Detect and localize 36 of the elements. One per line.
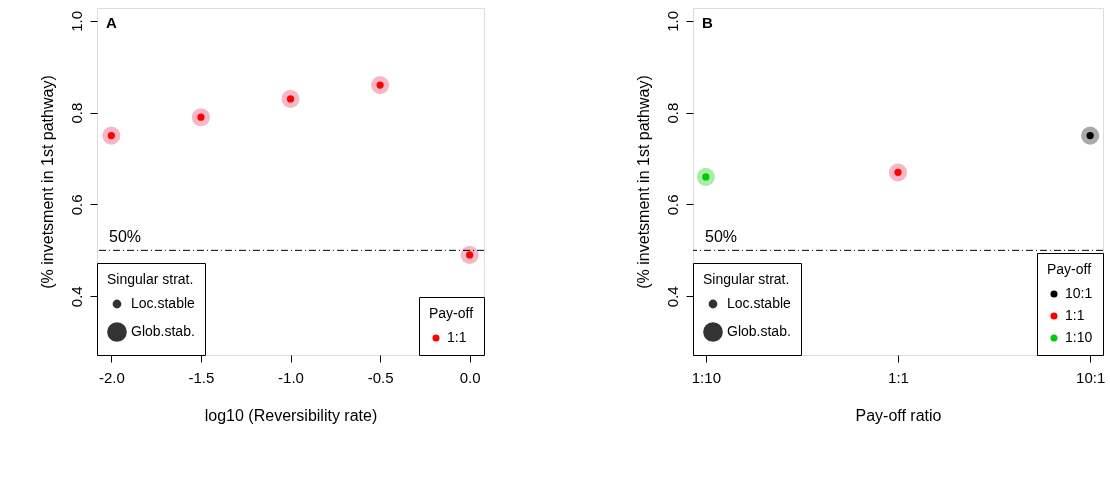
legend-label: 1:10 xyxy=(1065,329,1093,345)
x-axis-title: log10 (Reversibility rate) xyxy=(204,406,378,424)
ref-line-label: 50% xyxy=(109,228,142,246)
ref-line-label: 50% xyxy=(705,228,738,246)
x-tick-label: -1.5 xyxy=(188,368,215,386)
y-tick-label: 0.6 xyxy=(67,194,85,216)
legend-label: Loc.stable xyxy=(131,295,196,311)
chart-title: B xyxy=(702,14,713,31)
x-tick-label: 1:10 xyxy=(691,368,721,386)
y-axis-title: (% invetsment in 1st pathway) xyxy=(38,75,56,289)
text: Pay-off xyxy=(1047,261,1092,277)
y-tick-label: 0.8 xyxy=(663,102,681,124)
legend-label: Loc.stable xyxy=(727,295,792,311)
y-tick-label: 0.4 xyxy=(67,286,85,308)
text: Singular strat. xyxy=(703,271,790,287)
x-axis-title: Pay-off ratio xyxy=(855,406,942,424)
x-tick-label: 0.0 xyxy=(459,368,481,386)
y-tick-label: 0.8 xyxy=(67,102,85,124)
x-tick-label: -1.0 xyxy=(278,368,304,386)
x-tick-label: -0.5 xyxy=(367,368,394,386)
y-tick-label: 1.0 xyxy=(67,10,85,32)
x-tick-label: 1:1 xyxy=(888,368,909,386)
legend-label: Glob.stab. xyxy=(131,323,195,339)
y-tick-label: 0.4 xyxy=(663,286,681,308)
x-tick-label: 10:1 xyxy=(1076,368,1106,386)
x-tick-label: -2.0 xyxy=(98,368,125,386)
legend-label: 1:1 xyxy=(447,329,467,345)
y-tick-label: 0.6 xyxy=(663,194,681,216)
legend-label: Glob.stab. xyxy=(727,323,791,339)
legend-label: 10:1 xyxy=(1065,285,1093,301)
legend-label: 1:1 xyxy=(1065,307,1085,323)
text: Pay-off xyxy=(429,305,474,321)
text: Singular strat. xyxy=(107,271,194,287)
y-axis-title: (% invetsment in 1st pathway) xyxy=(634,75,652,289)
chart-title: A xyxy=(106,14,117,31)
y-tick-label: 1.0 xyxy=(663,10,681,32)
